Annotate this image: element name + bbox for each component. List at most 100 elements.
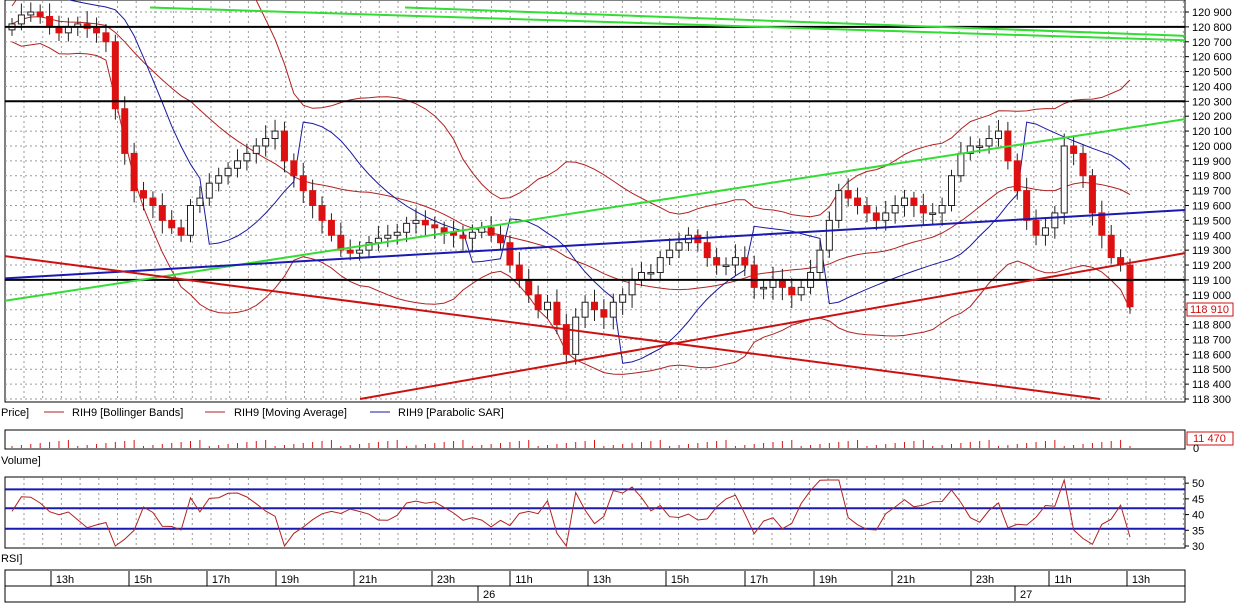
candle-down <box>910 197 918 207</box>
day-tick-label: 26 <box>483 589 495 601</box>
candle-down <box>854 197 862 207</box>
candle-down <box>111 41 119 110</box>
rsi-panel-label: RSI] <box>1 553 22 565</box>
candle-down <box>140 190 148 199</box>
candles-layer <box>8 2 1134 365</box>
candle-up <box>647 271 655 275</box>
candle-down <box>290 160 298 177</box>
candle-up <box>27 11 35 16</box>
candle-up <box>628 279 636 296</box>
rsi-tick-label: 45 <box>1192 494 1204 506</box>
time-tick-label: 11h <box>1054 574 1072 586</box>
candle-up <box>835 190 843 221</box>
volume-current-tag <box>1186 431 1234 446</box>
candle-up <box>544 301 552 311</box>
time-tick-label: 21h <box>897 574 915 586</box>
candle-down <box>750 264 758 288</box>
price-tick-label: 120 900 <box>1192 7 1232 19</box>
price-tick-label: 120 300 <box>1192 96 1232 108</box>
candle-up <box>619 294 627 303</box>
candle-up <box>609 301 617 318</box>
price-tick-label: 120 600 <box>1192 52 1232 64</box>
candle-up <box>929 212 937 215</box>
parabolic-sar-line <box>67 0 1131 364</box>
candle-down <box>168 219 176 229</box>
candle-down <box>506 242 514 266</box>
rsi-line <box>11 478 1131 548</box>
candle-up <box>731 257 739 266</box>
candle-up <box>947 175 955 207</box>
legend-parabolic-sar: RIH9 [Parabolic SAR] <box>398 407 504 419</box>
rsi-panel[interactable] <box>4 476 1186 549</box>
candle-up <box>252 145 260 154</box>
candle-down <box>1126 264 1134 308</box>
time-tick-label: 21h <box>359 574 377 586</box>
price-panel[interactable] <box>4 0 1186 403</box>
candle-up <box>572 316 580 355</box>
candle-up <box>243 152 251 162</box>
rsi-tick-label: 50 <box>1192 478 1204 490</box>
trendline-green-1 <box>149 6 1186 42</box>
candle-down <box>741 257 749 266</box>
candle-down <box>872 212 880 221</box>
trendline-blue <box>4 208 1186 280</box>
candle-up <box>976 145 984 148</box>
rsi-tick-label: 40 <box>1192 510 1204 522</box>
candle-down <box>346 249 354 254</box>
trendlines-layer <box>4 6 1186 400</box>
candle-up <box>403 222 411 233</box>
candle-down <box>36 11 44 17</box>
candle-up <box>891 205 899 214</box>
candle-up <box>637 271 645 281</box>
candle-down <box>844 190 852 199</box>
time-tick-label: 23h <box>976 574 994 586</box>
candle-down <box>703 242 711 259</box>
candle-up <box>797 286 805 296</box>
candle-up <box>365 242 373 251</box>
legend: RIH9 [Bollinger Bands] RIH9 [Moving Aver… <box>44 407 504 419</box>
price-current-value: 118 910 <box>1190 304 1229 316</box>
trendline-red-1 <box>4 255 1101 400</box>
time-tick-label: 15h <box>671 574 689 586</box>
candle-down <box>1107 234 1115 259</box>
day-tick-label: 27 <box>1020 589 1032 601</box>
price-tick-label: 118 500 <box>1192 364 1231 376</box>
price-tick-label: 120 500 <box>1192 67 1232 79</box>
time-tick-label: 15h <box>134 574 152 586</box>
candle-up <box>187 205 195 236</box>
axes-layer: 120 900 120 800 120 700 120 600 120 500 120 4… <box>50 7 1232 601</box>
price-tick-label: 119 500 <box>1192 215 1231 227</box>
candle-up <box>656 257 664 273</box>
candle-up <box>393 231 401 236</box>
candle-down <box>1088 175 1096 214</box>
candle-up <box>1041 227 1049 236</box>
candle-down <box>919 205 927 214</box>
volume-panel[interactable] <box>4 429 1186 450</box>
candle-up <box>722 264 730 268</box>
rsi-tick-label: 35 <box>1192 525 1204 537</box>
candle-down <box>459 234 467 239</box>
candle-down <box>1013 160 1021 192</box>
candle-up <box>938 205 946 214</box>
volume-bars <box>11 440 1131 448</box>
candle-up <box>17 14 25 25</box>
candle-up <box>468 231 476 239</box>
price-tick-label: 118 400 <box>1192 379 1231 391</box>
indicators-layer <box>11 0 1131 375</box>
price-tick-label: 119 300 <box>1192 245 1231 257</box>
price-tick-label: 119 800 <box>1192 171 1231 183</box>
price-tick-label: 120 100 <box>1192 126 1232 138</box>
bollinger-lower-band <box>11 41 1131 375</box>
candle-down <box>440 227 448 233</box>
candle-down <box>421 219 429 226</box>
candle-up <box>760 286 768 290</box>
price-tick-label: 118 700 <box>1192 334 1231 346</box>
time-tick-label: 13h <box>56 574 74 586</box>
candle-up <box>224 167 232 177</box>
candle-up <box>1051 212 1059 229</box>
candle-down <box>600 309 608 318</box>
price-tick-label: 119 400 <box>1192 230 1231 242</box>
candle-down <box>309 190 317 207</box>
candle-up <box>215 175 223 184</box>
